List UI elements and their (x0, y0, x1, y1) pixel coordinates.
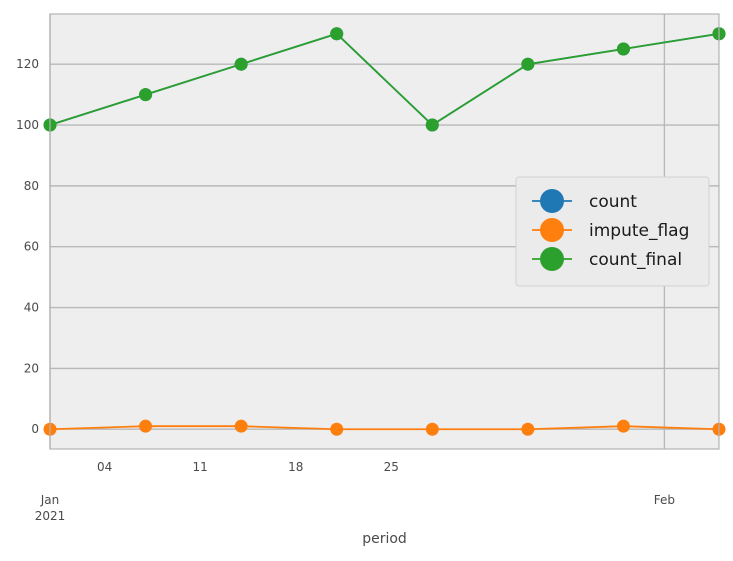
data-point (139, 419, 153, 433)
y-tick-label: 120 (16, 57, 39, 71)
legend-marker (540, 218, 564, 242)
x-axis-ticks: 04 11 18 25 Jan 2021 Feb (35, 460, 675, 523)
y-tick-label: 40 (24, 301, 39, 315)
y-axis-ticks: 0 20 40 60 80 100 120 (16, 57, 39, 436)
legend-label: impute_flag (589, 221, 689, 241)
x-axis-label: period (362, 531, 407, 547)
y-tick-label: 60 (24, 240, 39, 254)
x-tick-label: 11 (193, 460, 208, 474)
legend-label: count_final (589, 250, 682, 270)
data-point (330, 27, 344, 41)
data-point (521, 57, 535, 71)
series-count_final (43, 27, 726, 132)
data-point (139, 88, 153, 102)
data-point (330, 422, 344, 436)
legend: count impute_flag count_final (515, 176, 710, 287)
series-impute_flag (43, 419, 726, 436)
series-line (49, 425, 720, 431)
y-tick-label: 0 (31, 422, 39, 436)
y-tick-label: 100 (16, 118, 39, 132)
legend-label: count (589, 192, 637, 212)
series-line (49, 32, 720, 127)
x-tick-label: 18 (288, 460, 303, 474)
series-layer (43, 27, 726, 436)
data-point (234, 57, 248, 71)
x-major-tick-label: Feb (654, 493, 675, 507)
y-tick-label: 20 (24, 361, 39, 375)
legend-marker (540, 189, 564, 213)
data-point (616, 419, 630, 433)
y-tick-label: 80 (24, 179, 39, 193)
data-point (616, 42, 630, 56)
data-point (425, 422, 439, 436)
plot-border (49, 13, 720, 450)
x-tick-label: 04 (97, 460, 112, 474)
x-major-tick-label: Jan 2021 (35, 493, 66, 523)
data-point (425, 118, 439, 132)
x-tick-label: 25 (384, 460, 399, 474)
data-point (234, 419, 248, 433)
legend-marker (540, 247, 564, 271)
data-point (521, 422, 535, 436)
